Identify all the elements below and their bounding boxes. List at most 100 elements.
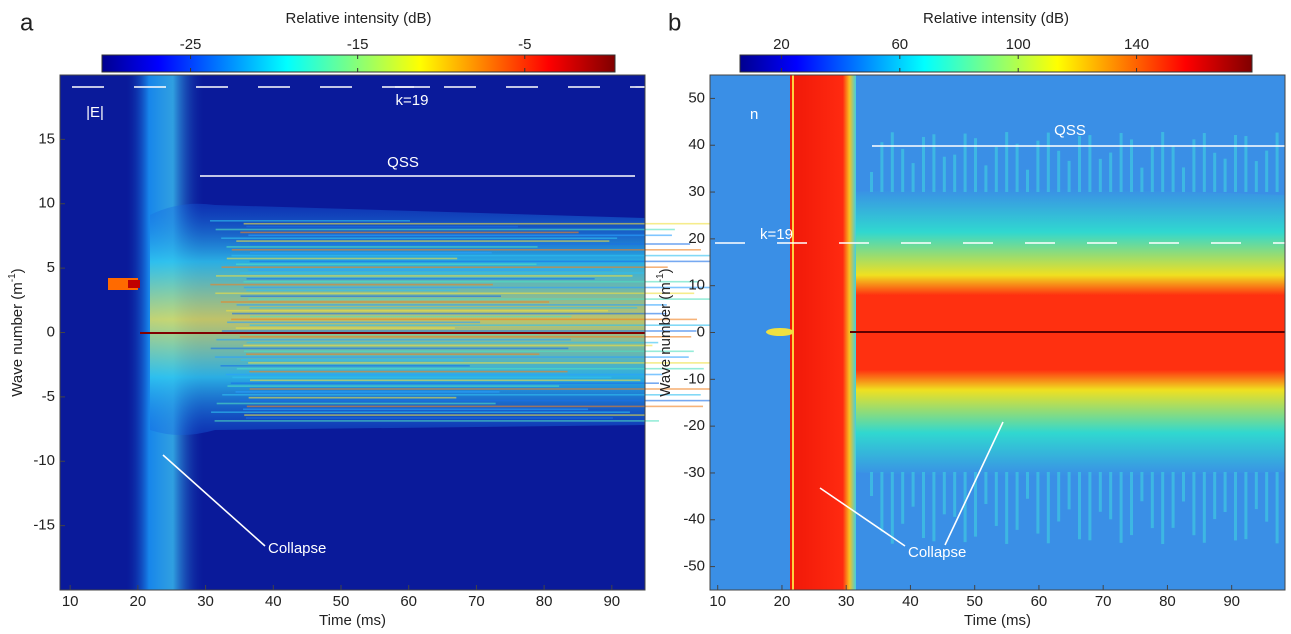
texture: [953, 154, 957, 192]
texture: [225, 373, 663, 376]
y-tick-label: -10: [683, 370, 705, 387]
texture: [235, 327, 455, 329]
texture: [243, 344, 653, 347]
texture: [1161, 472, 1165, 544]
texture: [1130, 472, 1133, 536]
texture: [1265, 472, 1269, 522]
texture: [1150, 145, 1154, 192]
texture: [963, 133, 967, 192]
texture: [249, 370, 568, 373]
x-tick-label: 80: [1159, 593, 1176, 610]
texture: [222, 394, 701, 396]
texture: [1202, 133, 1206, 192]
texture: [1244, 136, 1248, 192]
texture: [226, 246, 538, 248]
texture: [984, 165, 988, 192]
texture: [231, 318, 697, 321]
texture: [215, 292, 695, 295]
texture: [243, 408, 589, 411]
texture: [1192, 139, 1196, 192]
texture: [227, 385, 560, 387]
texture: [1015, 143, 1019, 192]
texture: [1109, 152, 1113, 192]
x-tick-label: 70: [468, 593, 485, 610]
x-tick-label: 60: [400, 593, 417, 610]
texture: [1005, 132, 1009, 192]
texture: [922, 136, 925, 192]
texture: [1057, 150, 1061, 192]
texture: [1275, 472, 1279, 544]
texture: [240, 295, 501, 297]
colorbar-tick-label: 20: [773, 36, 790, 53]
texture: [1036, 140, 1040, 192]
texture: [901, 148, 905, 192]
annotation: k=19: [396, 92, 429, 109]
y-axis-label: Wave number (m-1): [655, 268, 674, 396]
y-tick-label: -15: [33, 517, 55, 534]
colorbar: [739, 54, 1253, 73]
y-tick-label: 10: [38, 195, 55, 212]
texture: [243, 222, 722, 225]
texture: [249, 324, 730, 326]
texture: [244, 350, 694, 353]
y-tick-label: -40: [683, 511, 705, 528]
colorbar-label: Relative intensity (dB): [286, 10, 432, 27]
texture: [226, 257, 458, 260]
texture: [870, 172, 873, 192]
texture: [249, 307, 638, 309]
texture: [1213, 152, 1217, 192]
texture: [248, 362, 728, 364]
texture: [932, 134, 936, 192]
colorbar-tick-label: 140: [1124, 36, 1149, 53]
texture: [1140, 167, 1144, 192]
y-axis-label-part: Wave number (m: [657, 282, 674, 396]
x-tick-label: 90: [603, 593, 620, 610]
texture: [901, 472, 905, 524]
texture: [1119, 472, 1123, 543]
x-axis-label: Time (ms): [964, 612, 1031, 629]
x-tick-label: 40: [902, 593, 919, 610]
annotation: QSS: [1054, 122, 1086, 139]
texture: [249, 243, 691, 245]
texture: [246, 278, 595, 280]
y-axis-label-part: ): [657, 268, 674, 273]
y-axis-label-part: ): [9, 268, 26, 273]
texture: [870, 472, 873, 496]
x-tick-label: 10: [709, 593, 726, 610]
y-tick-label: -5: [42, 388, 55, 405]
y-tick-label: 30: [688, 183, 705, 200]
texture: [246, 353, 540, 355]
texture: [230, 382, 659, 384]
texture: [243, 280, 699, 283]
texture: [236, 367, 704, 370]
y-tick-label: -10: [33, 452, 55, 469]
texture: [248, 234, 672, 237]
texture: [911, 163, 915, 192]
colorbar-tick-label: 60: [891, 36, 908, 53]
texture: [1026, 169, 1029, 192]
texture: [227, 321, 481, 324]
texture: [1109, 472, 1113, 520]
texture: [246, 225, 518, 228]
panel-label: a: [20, 9, 34, 36]
x-tick-label: 70: [1095, 593, 1112, 610]
colorbar-tick-label: 100: [1006, 36, 1031, 53]
annotations-b: n k=19 QSS Collapse: [715, 106, 1285, 561]
texture: [942, 472, 946, 515]
texture: [221, 237, 618, 239]
texture: [1067, 160, 1071, 192]
x-tick-label: 80: [536, 593, 553, 610]
y-tick-label: 50: [688, 89, 705, 106]
texture: [248, 396, 457, 399]
texture: [1036, 472, 1040, 534]
texture: [922, 472, 925, 539]
y-tick-label: 0: [697, 323, 705, 340]
texture: [245, 417, 613, 419]
texture: [1088, 472, 1092, 541]
y-tick-label: 0: [47, 323, 55, 340]
texture: [1078, 472, 1081, 540]
texture: [984, 472, 988, 504]
texture: [239, 336, 692, 338]
texture: [214, 420, 659, 422]
